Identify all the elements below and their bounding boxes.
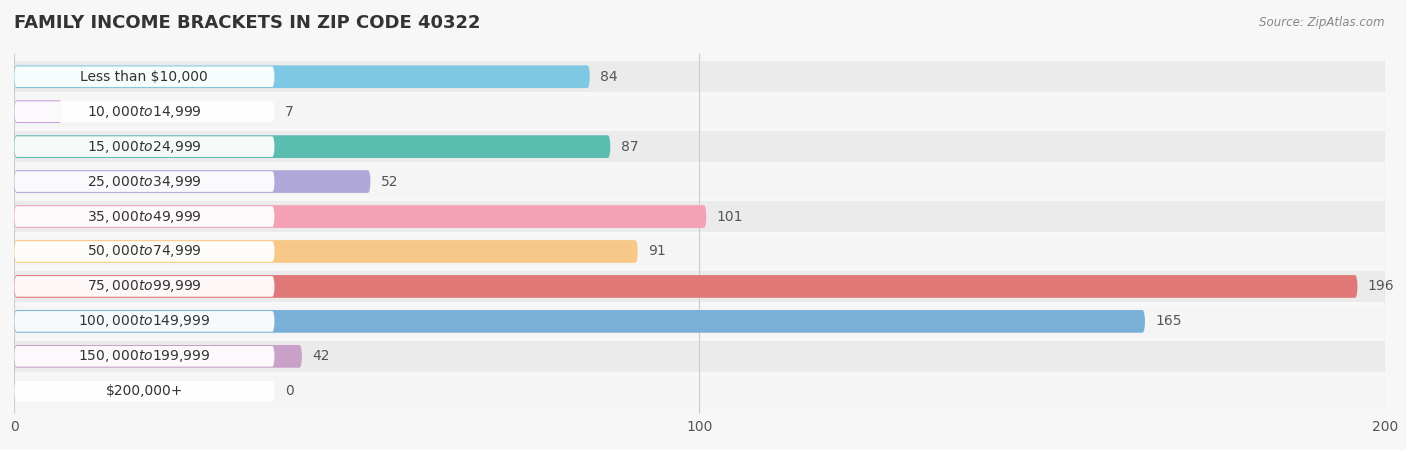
FancyBboxPatch shape: [14, 240, 638, 263]
FancyBboxPatch shape: [14, 101, 274, 122]
FancyBboxPatch shape: [14, 171, 274, 192]
Text: $150,000 to $199,999: $150,000 to $199,999: [79, 348, 211, 364]
Text: $50,000 to $74,999: $50,000 to $74,999: [87, 243, 201, 260]
Text: $200,000+: $200,000+: [105, 384, 183, 398]
Text: 84: 84: [600, 70, 617, 84]
Bar: [14, 166, 1385, 197]
Bar: [14, 376, 1385, 407]
FancyBboxPatch shape: [14, 276, 274, 297]
Text: Less than $10,000: Less than $10,000: [80, 70, 208, 84]
FancyBboxPatch shape: [14, 170, 371, 193]
Bar: [14, 306, 1385, 337]
FancyBboxPatch shape: [14, 311, 274, 332]
FancyBboxPatch shape: [14, 205, 706, 228]
Text: 196: 196: [1368, 279, 1395, 293]
FancyBboxPatch shape: [14, 310, 1144, 333]
FancyBboxPatch shape: [14, 381, 274, 401]
FancyBboxPatch shape: [14, 345, 302, 368]
Text: $75,000 to $99,999: $75,000 to $99,999: [87, 279, 201, 294]
Text: 42: 42: [312, 349, 330, 363]
Text: $15,000 to $24,999: $15,000 to $24,999: [87, 139, 201, 155]
FancyBboxPatch shape: [14, 67, 274, 87]
FancyBboxPatch shape: [14, 135, 610, 158]
FancyBboxPatch shape: [14, 346, 274, 367]
Bar: [14, 236, 1385, 267]
FancyBboxPatch shape: [14, 206, 274, 227]
Text: 91: 91: [648, 244, 666, 258]
Text: 101: 101: [717, 210, 744, 224]
FancyBboxPatch shape: [14, 100, 62, 123]
Text: 7: 7: [285, 105, 294, 119]
Text: $25,000 to $34,999: $25,000 to $34,999: [87, 174, 201, 189]
Text: 165: 165: [1156, 315, 1182, 328]
Bar: [14, 96, 1385, 127]
Bar: [14, 61, 1385, 92]
Bar: [14, 271, 1385, 302]
Text: Source: ZipAtlas.com: Source: ZipAtlas.com: [1260, 16, 1385, 29]
Bar: [14, 201, 1385, 232]
Bar: [14, 341, 1385, 372]
Text: $100,000 to $149,999: $100,000 to $149,999: [79, 313, 211, 329]
FancyBboxPatch shape: [14, 241, 274, 262]
Text: FAMILY INCOME BRACKETS IN ZIP CODE 40322: FAMILY INCOME BRACKETS IN ZIP CODE 40322: [14, 14, 481, 32]
Bar: [14, 131, 1385, 162]
Text: 0: 0: [285, 384, 294, 398]
FancyBboxPatch shape: [14, 275, 1358, 298]
Text: $35,000 to $49,999: $35,000 to $49,999: [87, 208, 201, 225]
Text: $10,000 to $14,999: $10,000 to $14,999: [87, 104, 201, 120]
FancyBboxPatch shape: [14, 136, 274, 157]
FancyBboxPatch shape: [14, 65, 591, 88]
Text: 52: 52: [381, 175, 398, 189]
Text: 87: 87: [620, 140, 638, 153]
